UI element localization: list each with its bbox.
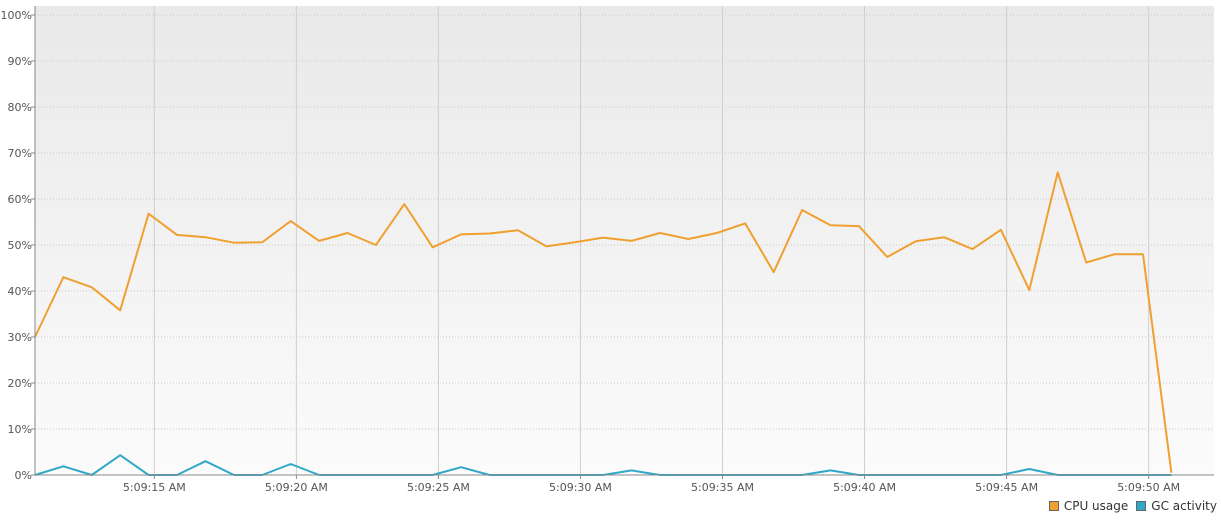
cpu-usage-swatch	[1048, 501, 1059, 511]
x-tick-label: 5:09:45 AM	[975, 481, 1038, 494]
x-tick-label: 5:09:40 AM	[833, 481, 896, 494]
x-tick-label: 5:09:50 AM	[1117, 481, 1180, 494]
cpu-usage-series-line	[34, 171, 1173, 473]
grid-layer	[35, 6, 1214, 475]
chart-legend: CPU usage GC activity	[1048, 498, 1217, 514]
x-tick-label: 5:09:25 AM	[407, 481, 470, 494]
y-tick-label: 0%	[15, 469, 32, 482]
y-tick-label: 10%	[8, 423, 32, 436]
y-tick-label: 20%	[8, 377, 32, 390]
y-tick-label: 30%	[8, 331, 32, 344]
legend-item-cpu: CPU usage	[1048, 499, 1129, 513]
y-tick-label: 50%	[8, 239, 32, 252]
y-tick-label: 90%	[8, 55, 32, 68]
x-tick-label: 5:09:20 AM	[265, 481, 328, 494]
y-tick-label: 60%	[8, 193, 32, 206]
x-tick-label: 5:09:30 AM	[549, 481, 612, 494]
axis-layer: 0% 10% 20% 30% 40% 50% 60% 70% 80% 90% 100% 5:09:15…	[1, 6, 1214, 494]
x-tick-label: 5:09:35 AM	[691, 481, 754, 494]
gc-activity-swatch	[1136, 501, 1147, 511]
y-tick-label: 40%	[8, 285, 32, 298]
legend-item-gc: GC activity	[1136, 499, 1217, 513]
legend-label-gc: GC activity	[1151, 499, 1217, 513]
y-tick-label: 100%	[1, 9, 32, 22]
y-tick-label: 80%	[8, 101, 32, 114]
y-tick-label: 70%	[8, 147, 32, 160]
x-tick-label: 5:09:15 AM	[123, 481, 186, 494]
legend-label-cpu: CPU usage	[1063, 499, 1129, 513]
